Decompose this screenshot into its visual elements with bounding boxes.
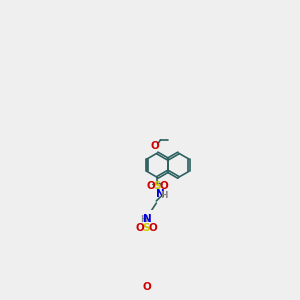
Text: H: H [140, 214, 147, 224]
Text: O: O [160, 181, 169, 191]
Text: O: O [148, 223, 157, 233]
Text: O: O [135, 223, 144, 233]
Text: S: S [142, 223, 150, 233]
Text: S: S [154, 181, 161, 191]
Text: N: N [156, 189, 165, 199]
Text: H: H [160, 191, 168, 200]
Text: O: O [151, 141, 160, 151]
Text: O: O [146, 181, 155, 191]
Text: N: N [143, 214, 152, 224]
Text: O: O [143, 283, 152, 292]
